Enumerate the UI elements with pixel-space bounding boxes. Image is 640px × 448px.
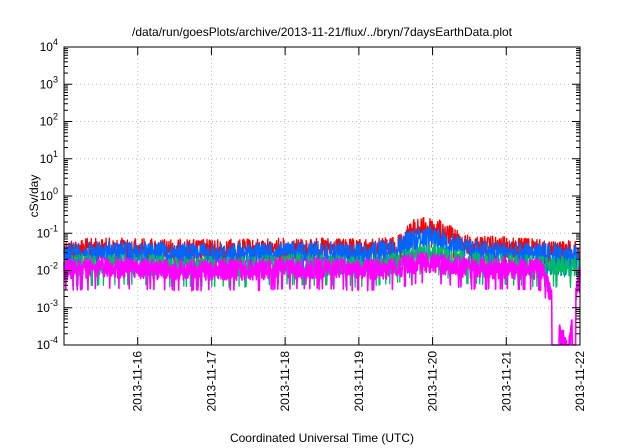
series-line <box>63 251 581 346</box>
chart-title: /data/run/goesPlots/archive/2013-11-21/f… <box>132 25 513 39</box>
x-tick-label: 2013-11-18 <box>278 351 292 412</box>
y-tick-label: 100 <box>40 186 58 203</box>
y-tick-label: 10-3 <box>37 298 58 315</box>
x-tick-label: 2013-11-16 <box>131 351 145 412</box>
x-tick-label: 2013-11-19 <box>352 351 366 412</box>
series-layer <box>63 217 581 346</box>
y-tick-label: 10-2 <box>37 261 58 278</box>
x-tick-label: 2013-11-22 <box>573 351 587 412</box>
y-tick-label: 10-1 <box>37 223 58 240</box>
x-tick-labels: 2013-11-16 2013-11-17 2013-11-18 2013-11-19… <box>131 351 587 412</box>
x-axis-label: Coordinated Universal Time (UTC) <box>230 431 414 445</box>
ticks <box>64 46 581 346</box>
y-tick-label: 102 <box>40 112 58 129</box>
grid <box>64 47 580 345</box>
y-axis-label: cSv/day <box>27 175 41 218</box>
y-tick-label: 103 <box>40 74 58 91</box>
y-tick-labels: 10-4 10-3 10-2 10-1 100 101 102 103 104 <box>37 37 58 352</box>
x-tick-label: 2013-11-21 <box>499 351 513 412</box>
x-tick-label: 2013-11-20 <box>426 351 440 412</box>
x-tick-label: 2013-11-17 <box>204 351 218 412</box>
y-tick-label: 104 <box>40 37 58 54</box>
y-tick-label: 101 <box>40 149 58 166</box>
y-tick-label: 10-4 <box>37 335 58 352</box>
